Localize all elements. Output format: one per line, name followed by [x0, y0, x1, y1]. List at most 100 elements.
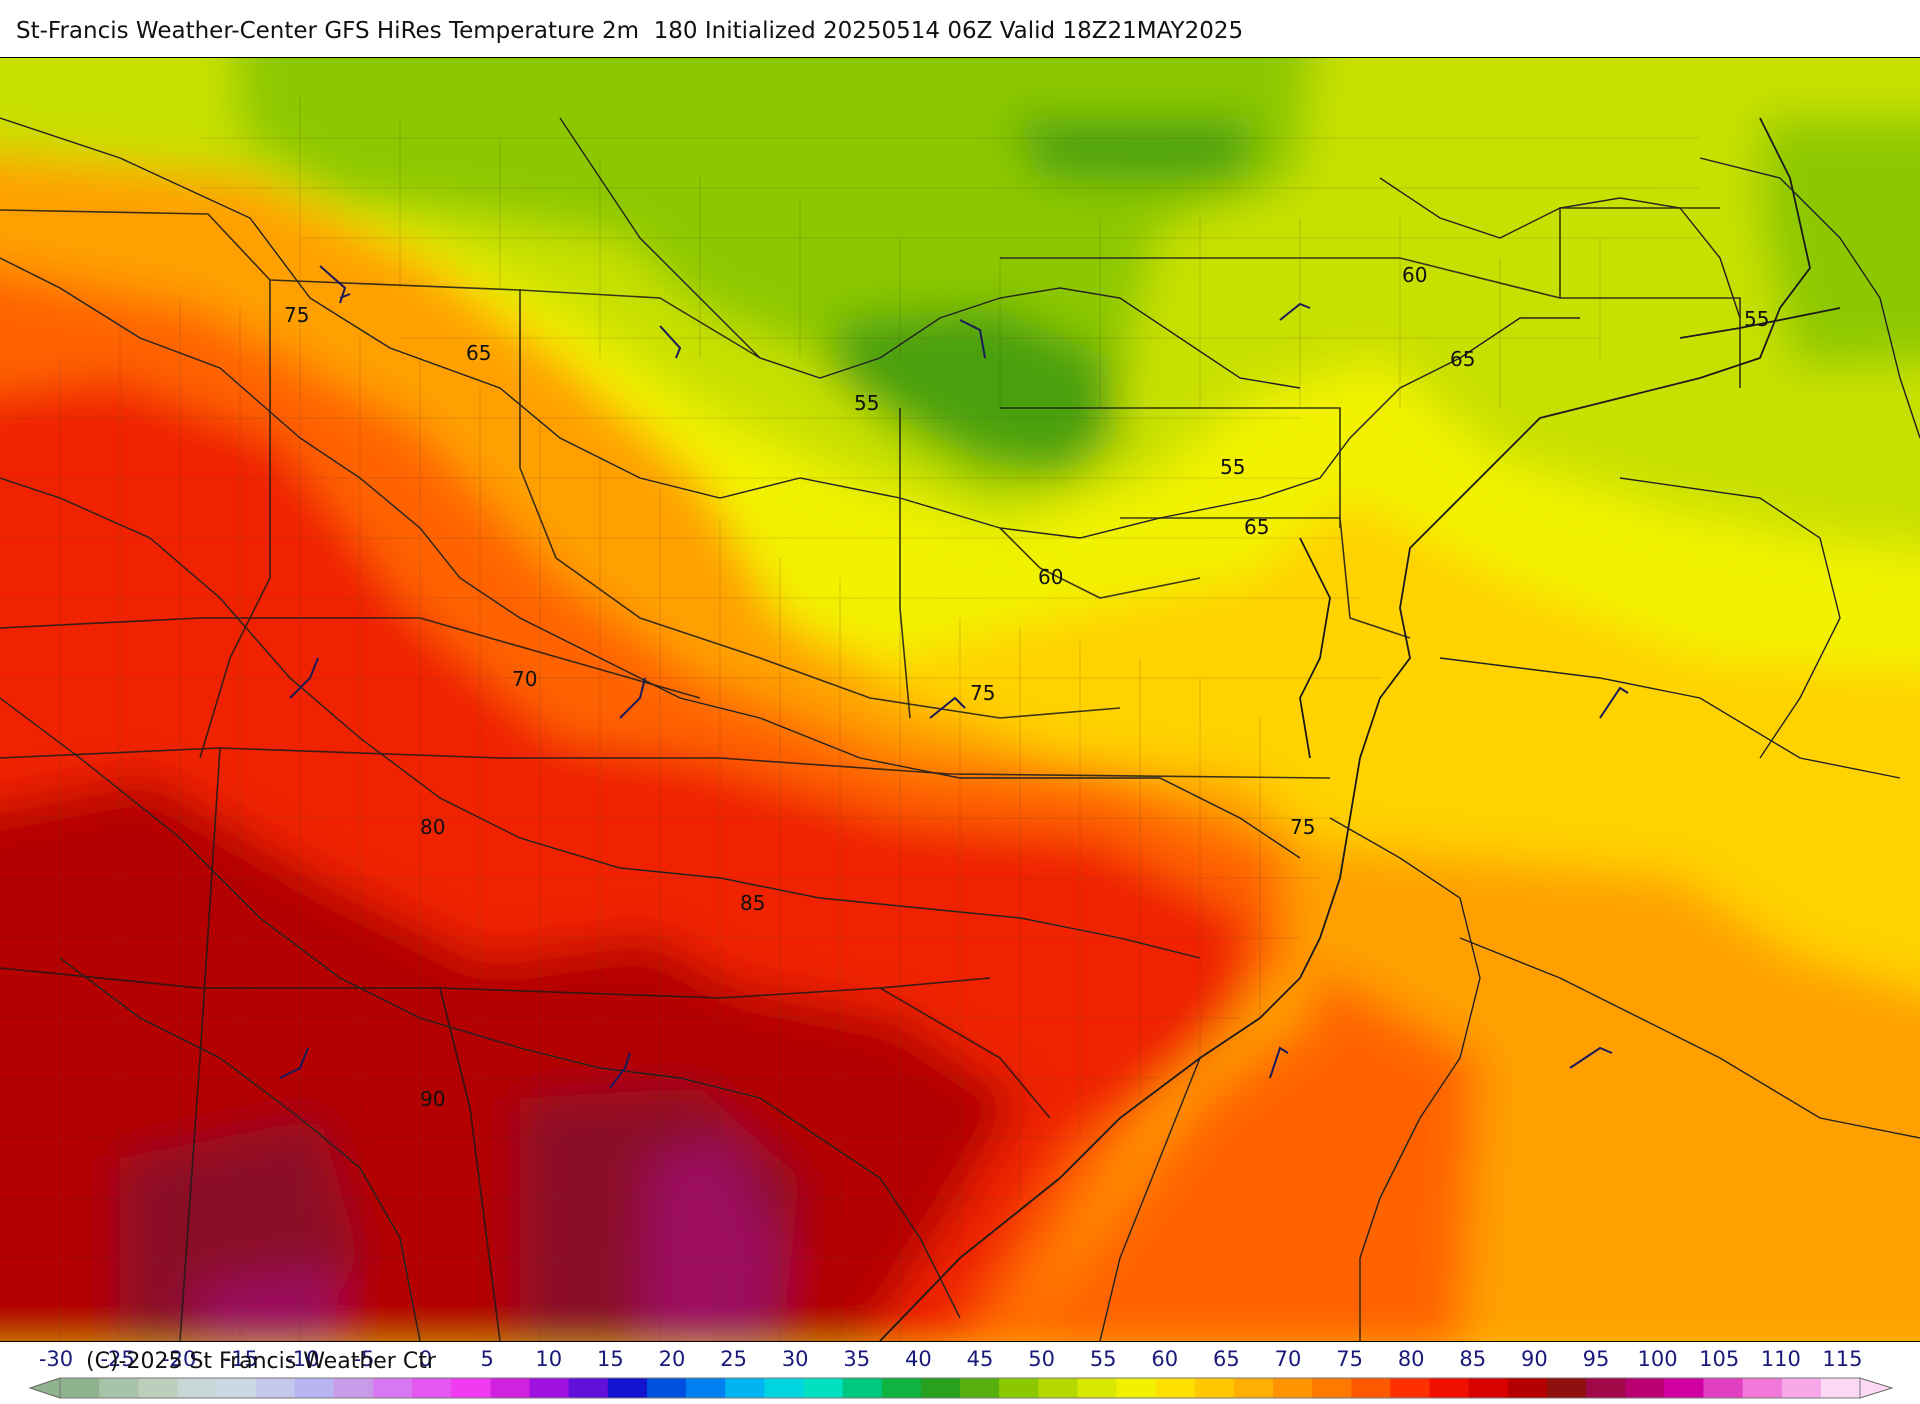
colorbar-tick-label: 65 — [1213, 1347, 1240, 1371]
copyright-text: (C)-2025 St Francis Weather Ctr — [86, 1349, 436, 1374]
temp-band-green-ontario — [1010, 118, 1250, 183]
colorbar-swatch — [255, 1378, 296, 1398]
colorbar-swatch — [1077, 1378, 1118, 1398]
colorbar-tick-label: 75 — [1336, 1347, 1363, 1371]
colorbar-tick-label: -20 — [162, 1347, 197, 1371]
temp-band-magenta-ga — [640, 1138, 780, 1341]
temp-band-yellow-green-atlantic — [1560, 360, 1920, 552]
colorbar-tick-label: -10 — [285, 1347, 320, 1371]
colorbar-swatch — [99, 1378, 139, 1398]
colorbar-tick-label: 70 — [1274, 1347, 1302, 1371]
colorbar-tick-label: -25 — [100, 1347, 135, 1371]
colorbar-swatch — [373, 1378, 413, 1398]
colorbar-swatch — [1664, 1378, 1704, 1398]
colorbar-tick-label: 0 — [418, 1347, 433, 1371]
contour-label: 75 — [970, 681, 995, 705]
colorbar-swatch — [764, 1378, 804, 1398]
colorbar-tick-label: 20 — [658, 1347, 686, 1371]
colorbar-swatch — [999, 1378, 1039, 1398]
colorbar-swatch — [607, 1378, 648, 1398]
colorbar-swatch — [881, 1378, 922, 1398]
colorbar-tick-label: 30 — [781, 1347, 809, 1371]
colorbar-tick-label: 105 — [1699, 1347, 1740, 1371]
colorbar-tick-label: 60 — [1151, 1347, 1179, 1371]
colorbar-swatch — [1507, 1378, 1548, 1398]
colorbar-swatch — [138, 1378, 178, 1398]
colorbar-tick-label: 5 — [480, 1347, 494, 1371]
contour-label: 55 — [854, 391, 879, 415]
colorbar-swatch — [333, 1378, 374, 1398]
colorbar-frame — [59, 1377, 1861, 1399]
contour-label: 65 — [466, 341, 491, 365]
colorbar-swatch — [1273, 1378, 1313, 1398]
colorbar-tick-label: -5 — [353, 1347, 375, 1371]
colorbar-swatch — [529, 1378, 570, 1398]
colorbar-tick-label: 100 — [1637, 1347, 1678, 1371]
contour-label: 55 — [1744, 307, 1769, 331]
contour-label: 65 — [1244, 515, 1269, 539]
contour-labels: 75 65 55 60 65 55 55 65 60 70 75 80 85 7… — [284, 263, 1769, 1111]
colorbar-swatch — [216, 1378, 257, 1398]
colorbar-swatch — [1155, 1378, 1196, 1398]
wind-barbs — [279, 265, 1629, 1089]
colorbar-tick-labels: -30 -25 -20 -15 -10 -5 0 5 10 15 20 25 30 35 40 45 50 55 6… — [0, 1343, 1920, 1373]
contour-label: 80 — [420, 815, 445, 839]
colorbar-swatch — [1703, 1378, 1744, 1398]
contour-label: 60 — [1038, 565, 1063, 589]
colorbar-swatch — [294, 1378, 335, 1398]
colorbar-tick-label: 55 — [1089, 1347, 1117, 1371]
colorbar-swatch — [1546, 1378, 1587, 1398]
colorbar-tick-label: 25 — [720, 1347, 747, 1371]
colorbar-swatch — [686, 1378, 726, 1398]
colorbar — [0, 1376, 1920, 1400]
colorbar-swatch — [60, 1378, 100, 1398]
colorbar-tick-label: -30 — [38, 1347, 74, 1371]
colorbar-swatch — [960, 1378, 1000, 1398]
colorbar-tick-label: -15 — [223, 1347, 258, 1371]
colorbar-swatch — [1390, 1378, 1431, 1398]
colorbar-tick-label: 45 — [966, 1347, 994, 1371]
colorbar-tick-label: 35 — [843, 1347, 871, 1371]
colorbar-high-arrow — [1859, 1377, 1894, 1399]
colorbar-swatch — [646, 1378, 687, 1398]
colorbar-swatch — [177, 1378, 218, 1398]
contour-label: 65 — [1450, 347, 1475, 371]
contour-label: 90 — [420, 1087, 445, 1111]
colorbar-swatch — [1742, 1378, 1783, 1398]
map-title: St-Francis Weather-Center GFS HiRes Temp… — [16, 18, 1244, 44]
colorbar-low-arrow — [28, 1377, 61, 1399]
contour-label: 60 — [1402, 263, 1427, 287]
colorbar-tick-label: 85 — [1459, 1347, 1487, 1371]
colorbar-swatch — [412, 1378, 452, 1398]
temperature-map: 75 65 55 60 65 55 55 65 60 70 75 80 85 7… — [0, 57, 1920, 1342]
colorbar-swatch — [1820, 1378, 1861, 1398]
contour-label: 75 — [1290, 815, 1315, 839]
contour-label: 70 — [512, 667, 537, 691]
colorbar-tick-label: 90 — [1521, 1347, 1548, 1371]
colorbar-tick-label: 40 — [905, 1347, 932, 1371]
colorbar-tick-label: 110 — [1760, 1347, 1801, 1371]
colorbar-swatch — [1312, 1378, 1352, 1398]
colorbar-swatch — [920, 1378, 961, 1398]
colorbar-tick-label: 95 — [1582, 1347, 1610, 1371]
colorbar-swatch — [1351, 1378, 1391, 1398]
temp-band-magenta-al — [200, 1268, 339, 1341]
colorbar-swatch — [803, 1378, 844, 1398]
contour-label: 55 — [1220, 455, 1245, 479]
colorbar-swatch — [725, 1378, 765, 1398]
colorbar-swatch — [1233, 1378, 1274, 1398]
colorbar-swatch — [842, 1378, 883, 1398]
colorbar-swatch — [1468, 1378, 1509, 1398]
colorbar-tick-label: 15 — [597, 1347, 624, 1371]
colorbar-tick-label: 115 — [1822, 1347, 1863, 1371]
colorbar-swatch — [451, 1378, 491, 1398]
contour-label: 85 — [740, 891, 765, 915]
contour-label: 75 — [284, 303, 309, 327]
colorbar-swatch — [490, 1378, 531, 1398]
temp-band-green-pa — [830, 308, 1120, 478]
colorbar-swatch — [1038, 1378, 1078, 1398]
colorbar-tick-label: 10 — [535, 1347, 563, 1371]
colorbar-tick-label: 80 — [1397, 1347, 1425, 1371]
temperature-contours — [0, 117, 1920, 1341]
colorbar-swatch — [1625, 1378, 1665, 1398]
